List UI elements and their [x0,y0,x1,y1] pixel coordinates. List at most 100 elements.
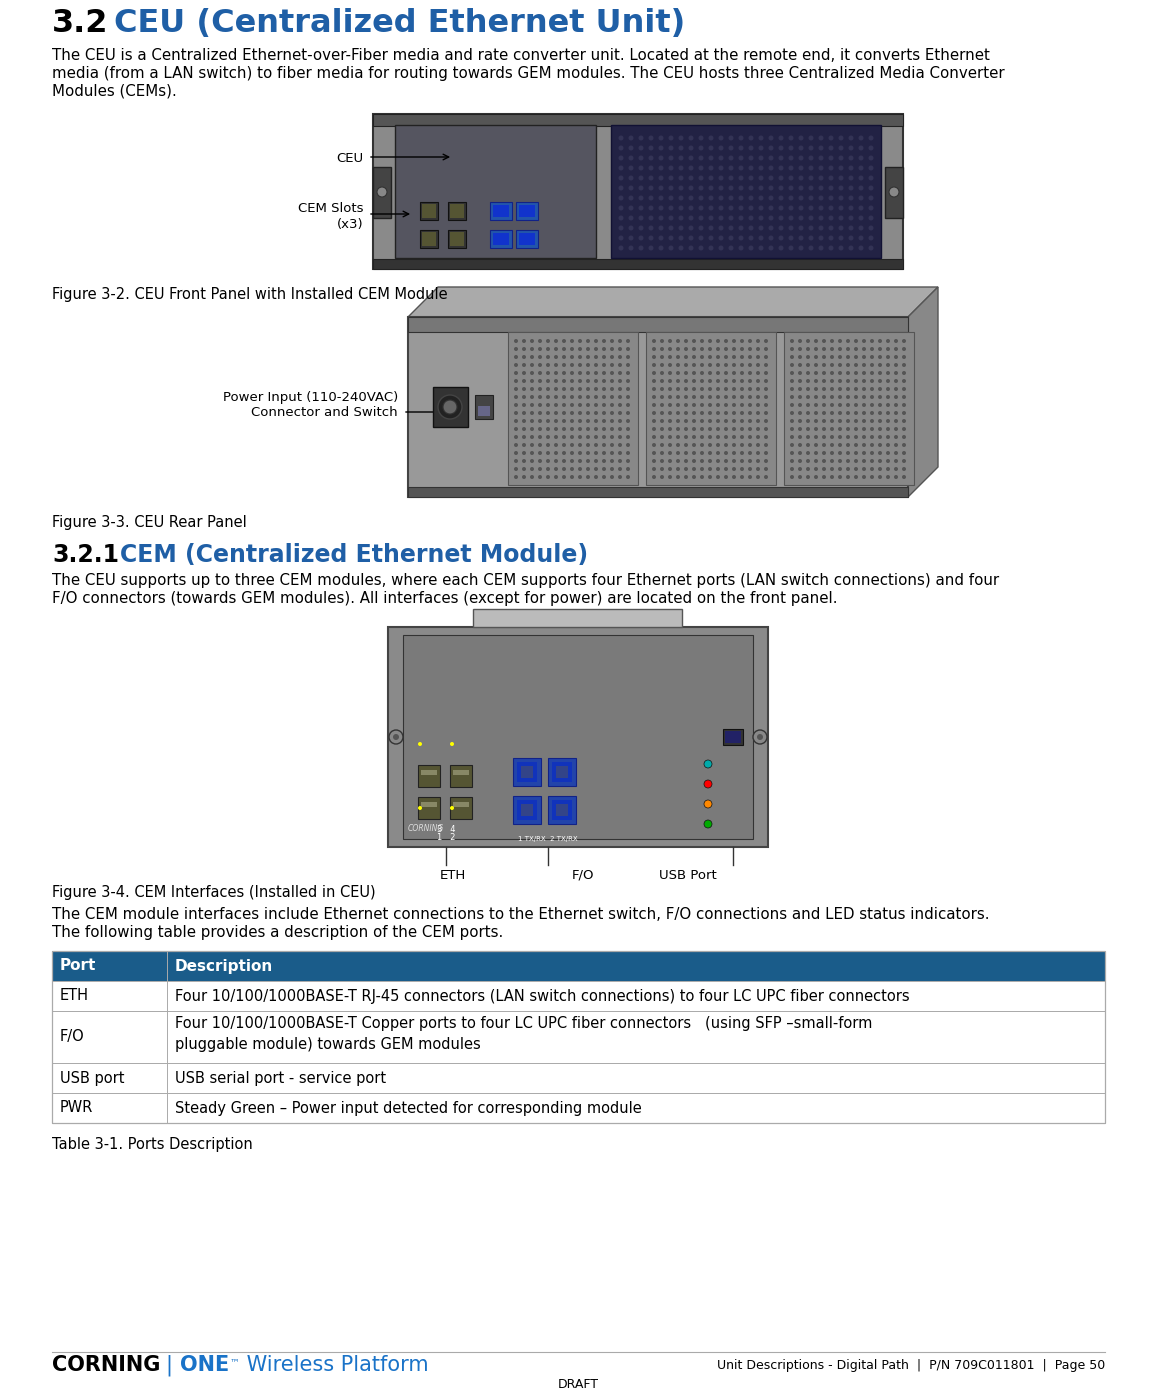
Circle shape [838,443,842,447]
Circle shape [628,205,634,211]
Bar [420,231,439,249]
Circle shape [759,215,764,221]
Circle shape [838,346,842,351]
Circle shape [848,196,854,201]
Circle shape [759,236,764,240]
Circle shape [756,443,760,447]
Circle shape [585,443,590,447]
Circle shape [886,363,890,367]
Circle shape [602,451,606,455]
Circle shape [768,176,774,180]
Text: ETH: ETH [60,989,89,1003]
Circle shape [878,427,882,432]
Circle shape [749,215,753,221]
Circle shape [653,387,656,391]
Circle shape [809,196,813,201]
Circle shape [602,402,606,407]
Circle shape [708,411,712,415]
Circle shape [846,363,850,367]
Circle shape [700,419,703,423]
Circle shape [818,246,824,250]
Circle shape [562,467,566,471]
Text: CORNING: CORNING [52,1355,161,1375]
Circle shape [649,186,654,190]
Circle shape [738,165,744,170]
Circle shape [562,355,566,359]
Circle shape [818,176,824,180]
Circle shape [886,395,890,400]
Circle shape [610,475,614,479]
Text: Table 3-1. Ports Description: Table 3-1. Ports Description [52,1137,252,1153]
Circle shape [585,372,590,374]
Circle shape [854,427,858,432]
Circle shape [821,387,826,391]
Text: PWR: PWR [60,1101,94,1115]
Circle shape [699,136,703,141]
Bar [52,951,1105,1123]
Circle shape [854,467,858,471]
Circle shape [821,355,826,359]
Circle shape [747,467,752,471]
Circle shape [530,411,535,415]
Circle shape [530,451,535,455]
Circle shape [628,186,634,190]
Circle shape [806,411,810,415]
Circle shape [779,186,783,190]
Circle shape [878,434,882,439]
Circle shape [830,387,834,391]
Circle shape [703,820,712,828]
Circle shape [821,451,826,455]
Circle shape [610,339,614,344]
Circle shape [764,467,768,471]
Circle shape [798,145,803,151]
Circle shape [530,427,535,432]
Circle shape [718,215,723,221]
Circle shape [659,427,664,432]
Circle shape [732,355,736,359]
Text: Unit Descriptions - Digital Path  |  P/N 709C011801  |  Page 50: Unit Descriptions - Digital Path | P/N 7… [716,1358,1105,1372]
Circle shape [790,434,794,439]
Circle shape [718,136,723,141]
Circle shape [538,363,541,367]
Circle shape [659,372,664,374]
Circle shape [718,176,723,180]
Circle shape [716,460,720,462]
Circle shape [764,372,768,374]
Bar [491,231,513,249]
Circle shape [669,225,673,231]
Circle shape [740,467,744,471]
Circle shape [618,395,622,400]
Circle shape [678,186,684,190]
Circle shape [894,402,898,407]
Circle shape [718,186,723,190]
Circle shape [809,246,813,250]
Circle shape [768,165,774,170]
Circle shape [854,402,858,407]
Circle shape [759,246,764,250]
Circle shape [798,346,802,351]
Circle shape [578,387,582,391]
Circle shape [878,460,882,462]
Circle shape [530,346,535,351]
Circle shape [894,387,898,391]
Circle shape [676,387,680,391]
Bar [52,981,1105,1011]
Circle shape [618,379,622,383]
Circle shape [789,196,794,201]
Circle shape [610,372,614,374]
Circle shape [418,806,422,810]
Circle shape [610,346,614,351]
Circle shape [546,427,550,432]
Circle shape [684,355,688,359]
Circle shape [809,215,813,221]
Circle shape [676,451,680,455]
Circle shape [626,427,631,432]
Circle shape [858,246,863,250]
Circle shape [869,155,874,161]
Circle shape [668,451,672,455]
Bar [478,407,491,416]
Text: The CEM module interfaces include Ethernet connections to the Ethernet switch, F: The CEM module interfaces include Ethern… [52,907,989,922]
Circle shape [878,355,882,359]
Circle shape [740,475,744,479]
Circle shape [902,346,906,351]
